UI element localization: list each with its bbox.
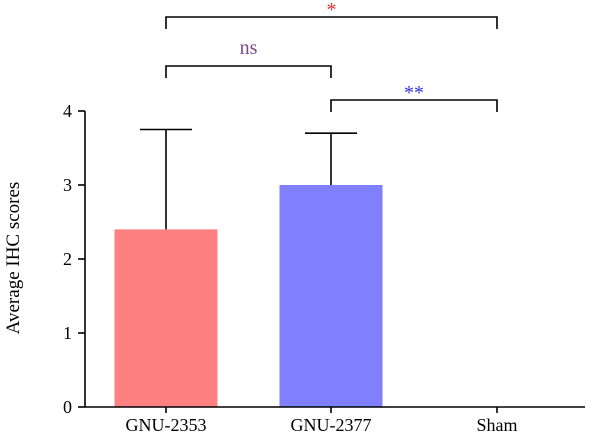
error-bar-gnu-2353 bbox=[140, 128, 192, 230]
x-tick-label: Sham bbox=[476, 415, 517, 434]
y-tick-label: 0 bbox=[63, 397, 72, 417]
y-tick-label: 1 bbox=[63, 323, 72, 343]
bracket-line bbox=[165, 16, 498, 29]
significance-label: ns bbox=[240, 37, 258, 59]
y-tick-label: 2 bbox=[63, 249, 72, 269]
error-bar-gnu-2377 bbox=[305, 132, 357, 185]
y-axis-label: Average IHC scores bbox=[3, 182, 24, 335]
significance-bracket: ** bbox=[330, 82, 498, 112]
x-tick-label: GNU-2377 bbox=[291, 415, 372, 434]
bar-gnu-2353 bbox=[114, 229, 218, 407]
significance-label: * bbox=[327, 0, 337, 21]
bracket-line bbox=[165, 65, 332, 78]
significance-label: ** bbox=[404, 82, 424, 104]
significance-bracket: * bbox=[165, 0, 498, 29]
x-tick-label: GNU-2353 bbox=[126, 415, 207, 434]
bracket-line bbox=[330, 99, 498, 112]
y-tick-label: 4 bbox=[63, 101, 72, 121]
y-tick-label: 3 bbox=[63, 175, 72, 195]
bar-gnu-2377 bbox=[279, 185, 383, 407]
significance-bracket: ns bbox=[165, 37, 332, 78]
